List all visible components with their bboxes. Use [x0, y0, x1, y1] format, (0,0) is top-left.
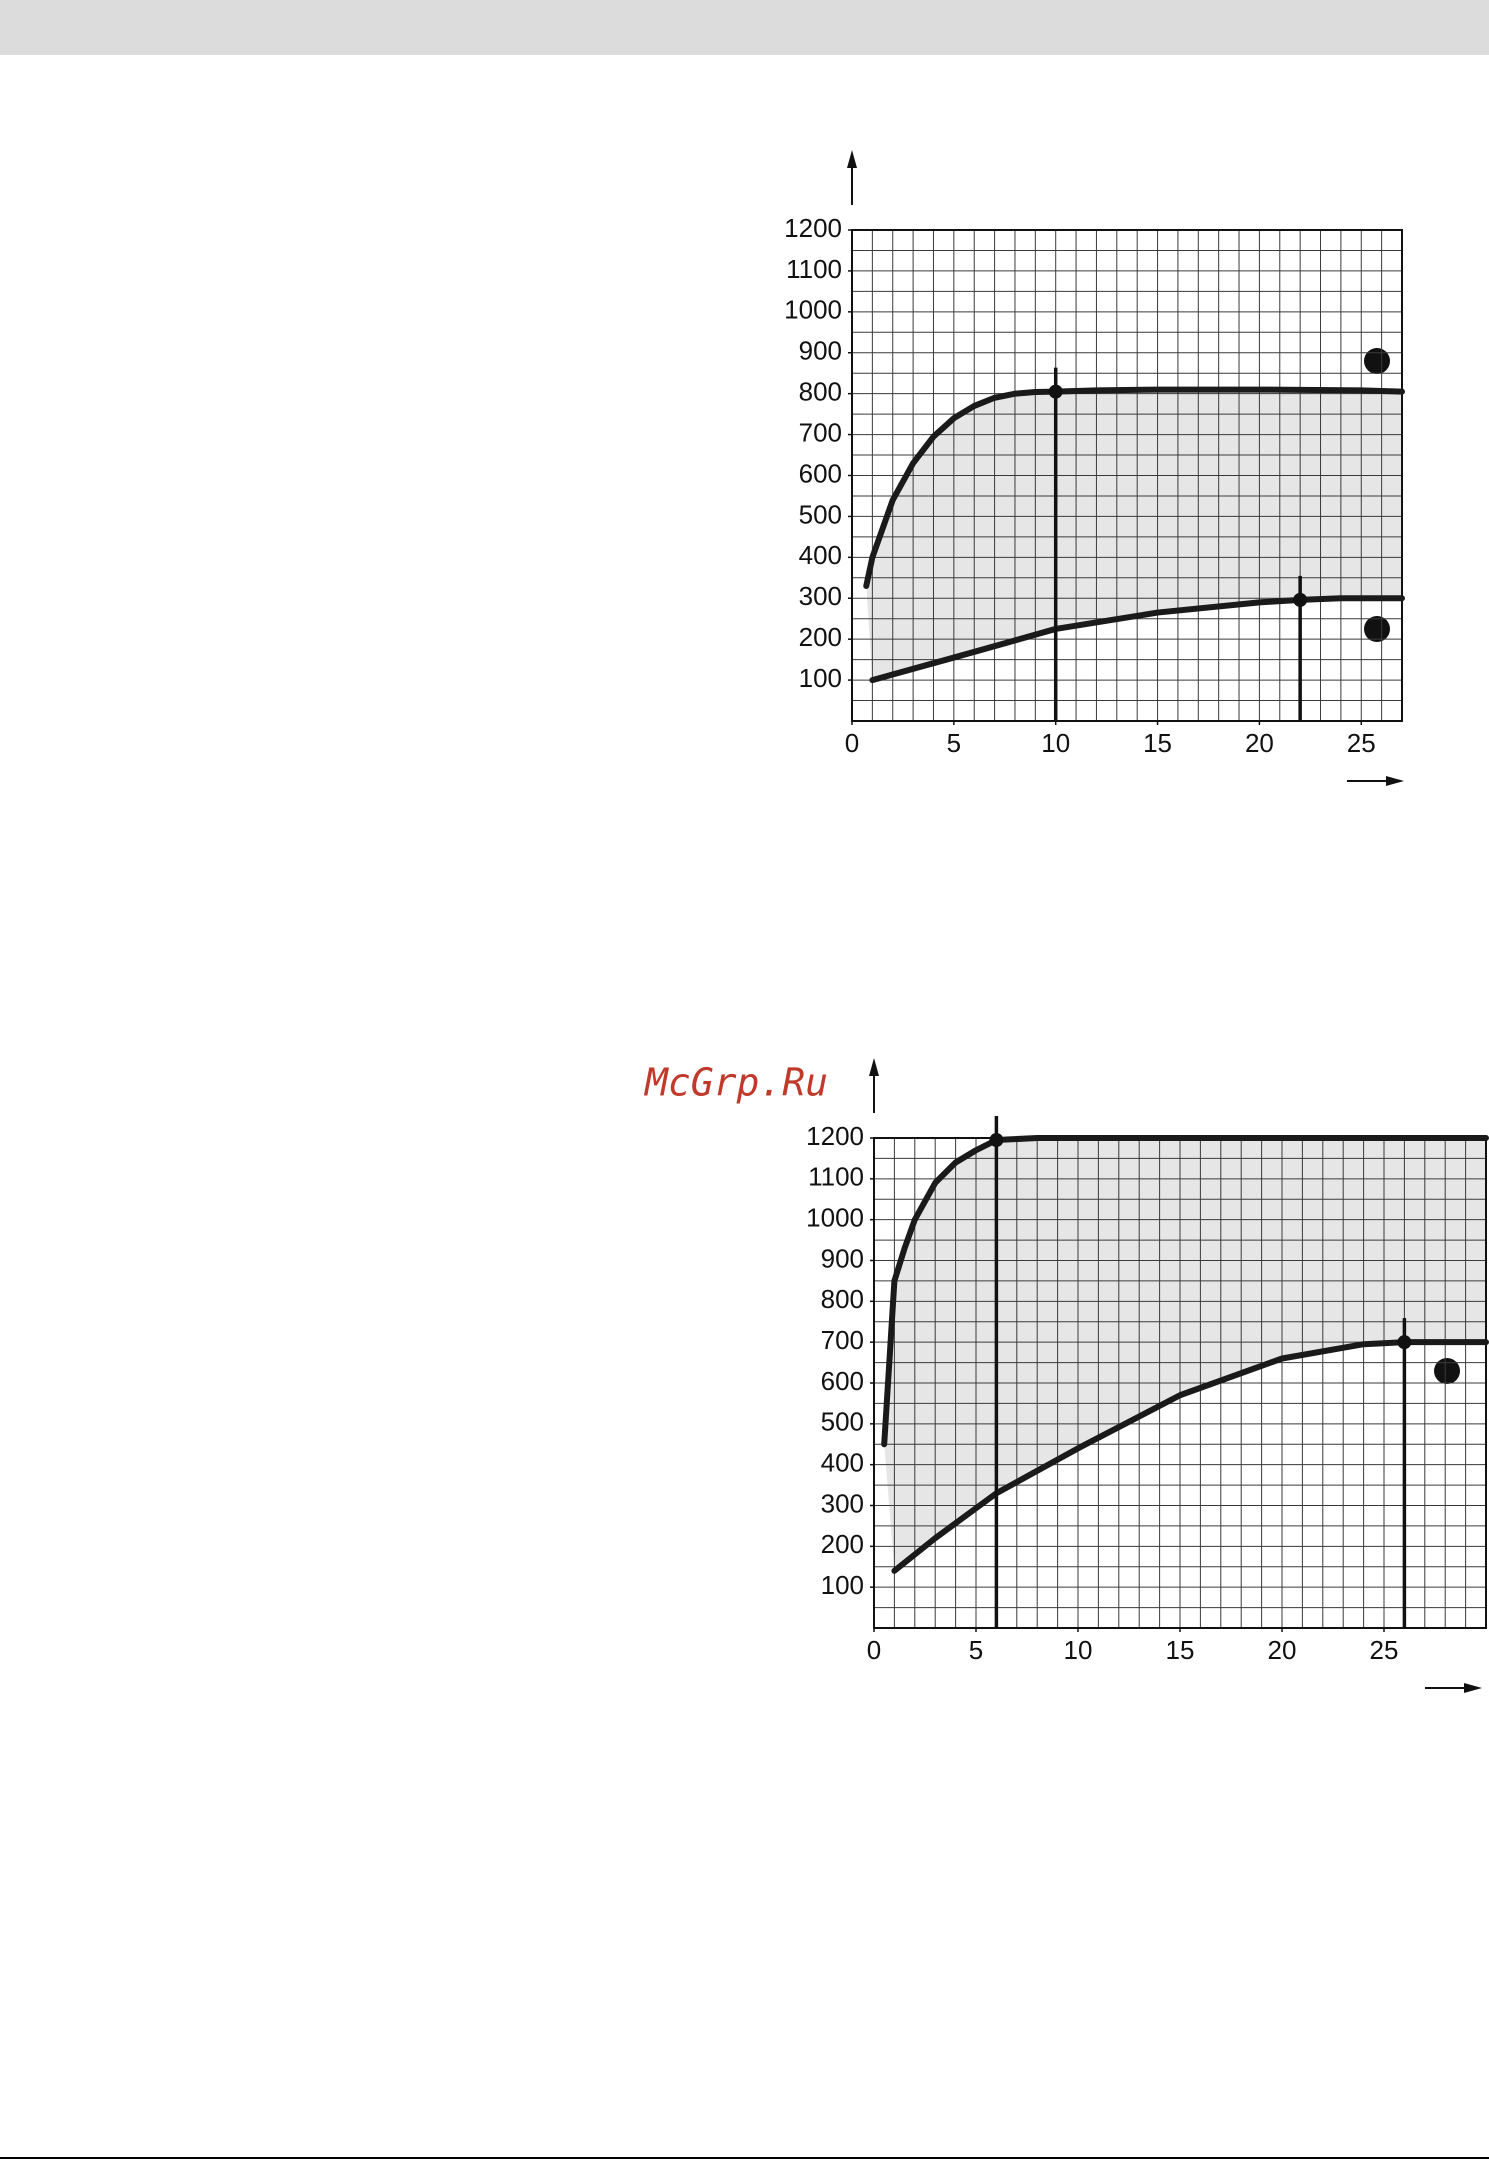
callout-marker	[1434, 1358, 1460, 1384]
y-tick-label: 800	[821, 1284, 864, 1314]
x-tick-label: 15	[1166, 1635, 1195, 1665]
x-tick-label: 5	[969, 1635, 983, 1665]
x-tick-label: 25	[1370, 1635, 1399, 1665]
reference-point	[989, 1133, 1004, 1148]
reference-point	[1397, 1335, 1412, 1350]
y-tick-label: 1200	[784, 213, 842, 243]
y-arrow-head	[869, 1058, 879, 1076]
y-tick-label: 900	[821, 1243, 864, 1273]
x-arrow-head	[1386, 776, 1404, 786]
curve	[863, 386, 1405, 589]
y-tick-label: 800	[799, 377, 842, 407]
y-tick-label: 1000	[784, 295, 842, 325]
y-tick-label: 700	[799, 417, 842, 447]
x-tick-label: 10	[1064, 1635, 1093, 1665]
reference-point	[1293, 592, 1308, 607]
y-tick-label: 1200	[806, 1121, 864, 1151]
y-tick-label: 100	[799, 663, 842, 693]
y-tick-label: 900	[799, 336, 842, 366]
x-tick-label: 10	[1041, 728, 1070, 758]
y-tick-label: 200	[821, 1529, 864, 1559]
x-tick-label: 0	[845, 728, 859, 758]
curve	[869, 595, 1405, 684]
curve	[891, 1339, 1489, 1574]
y-tick-label: 1100	[808, 1162, 864, 1192]
y-tick-label: 1000	[806, 1203, 864, 1233]
x-arrow-head	[1464, 1683, 1482, 1693]
y-arrow-head	[847, 150, 857, 168]
x-tick-label: 25	[1347, 728, 1376, 758]
y-tick-label: 700	[821, 1325, 864, 1355]
y-tick-label: 100	[821, 1570, 864, 1600]
fill-between	[884, 1138, 1486, 1571]
plot-frame	[851, 229, 1403, 722]
y-tick-label: 300	[799, 581, 842, 611]
callout-marker	[1364, 616, 1390, 642]
y-tick-label: 400	[799, 540, 842, 570]
watermark: McGrp.Ru	[643, 1061, 828, 1105]
y-tick-label: 300	[821, 1488, 864, 1518]
y-tick-label: 1100	[786, 254, 842, 284]
callout-marker	[1364, 348, 1390, 374]
y-tick-label: 200	[799, 622, 842, 652]
y-tick-label: 600	[799, 458, 842, 488]
fill-between	[866, 389, 1402, 681]
y-tick-label: 500	[821, 1407, 864, 1437]
y-tick-label: 600	[821, 1366, 864, 1396]
reference-point	[1048, 384, 1063, 399]
x-tick-label: 15	[1143, 728, 1172, 758]
x-tick-label: 5	[947, 728, 961, 758]
curve	[881, 1135, 1489, 1448]
x-tick-label: 20	[1245, 728, 1274, 758]
header-bar	[0, 0, 1489, 55]
x-tick-label: 20	[1268, 1635, 1297, 1665]
y-tick-label: 500	[799, 499, 842, 529]
x-tick-label: 0	[867, 1635, 881, 1665]
y-tick-label: 400	[821, 1448, 864, 1478]
